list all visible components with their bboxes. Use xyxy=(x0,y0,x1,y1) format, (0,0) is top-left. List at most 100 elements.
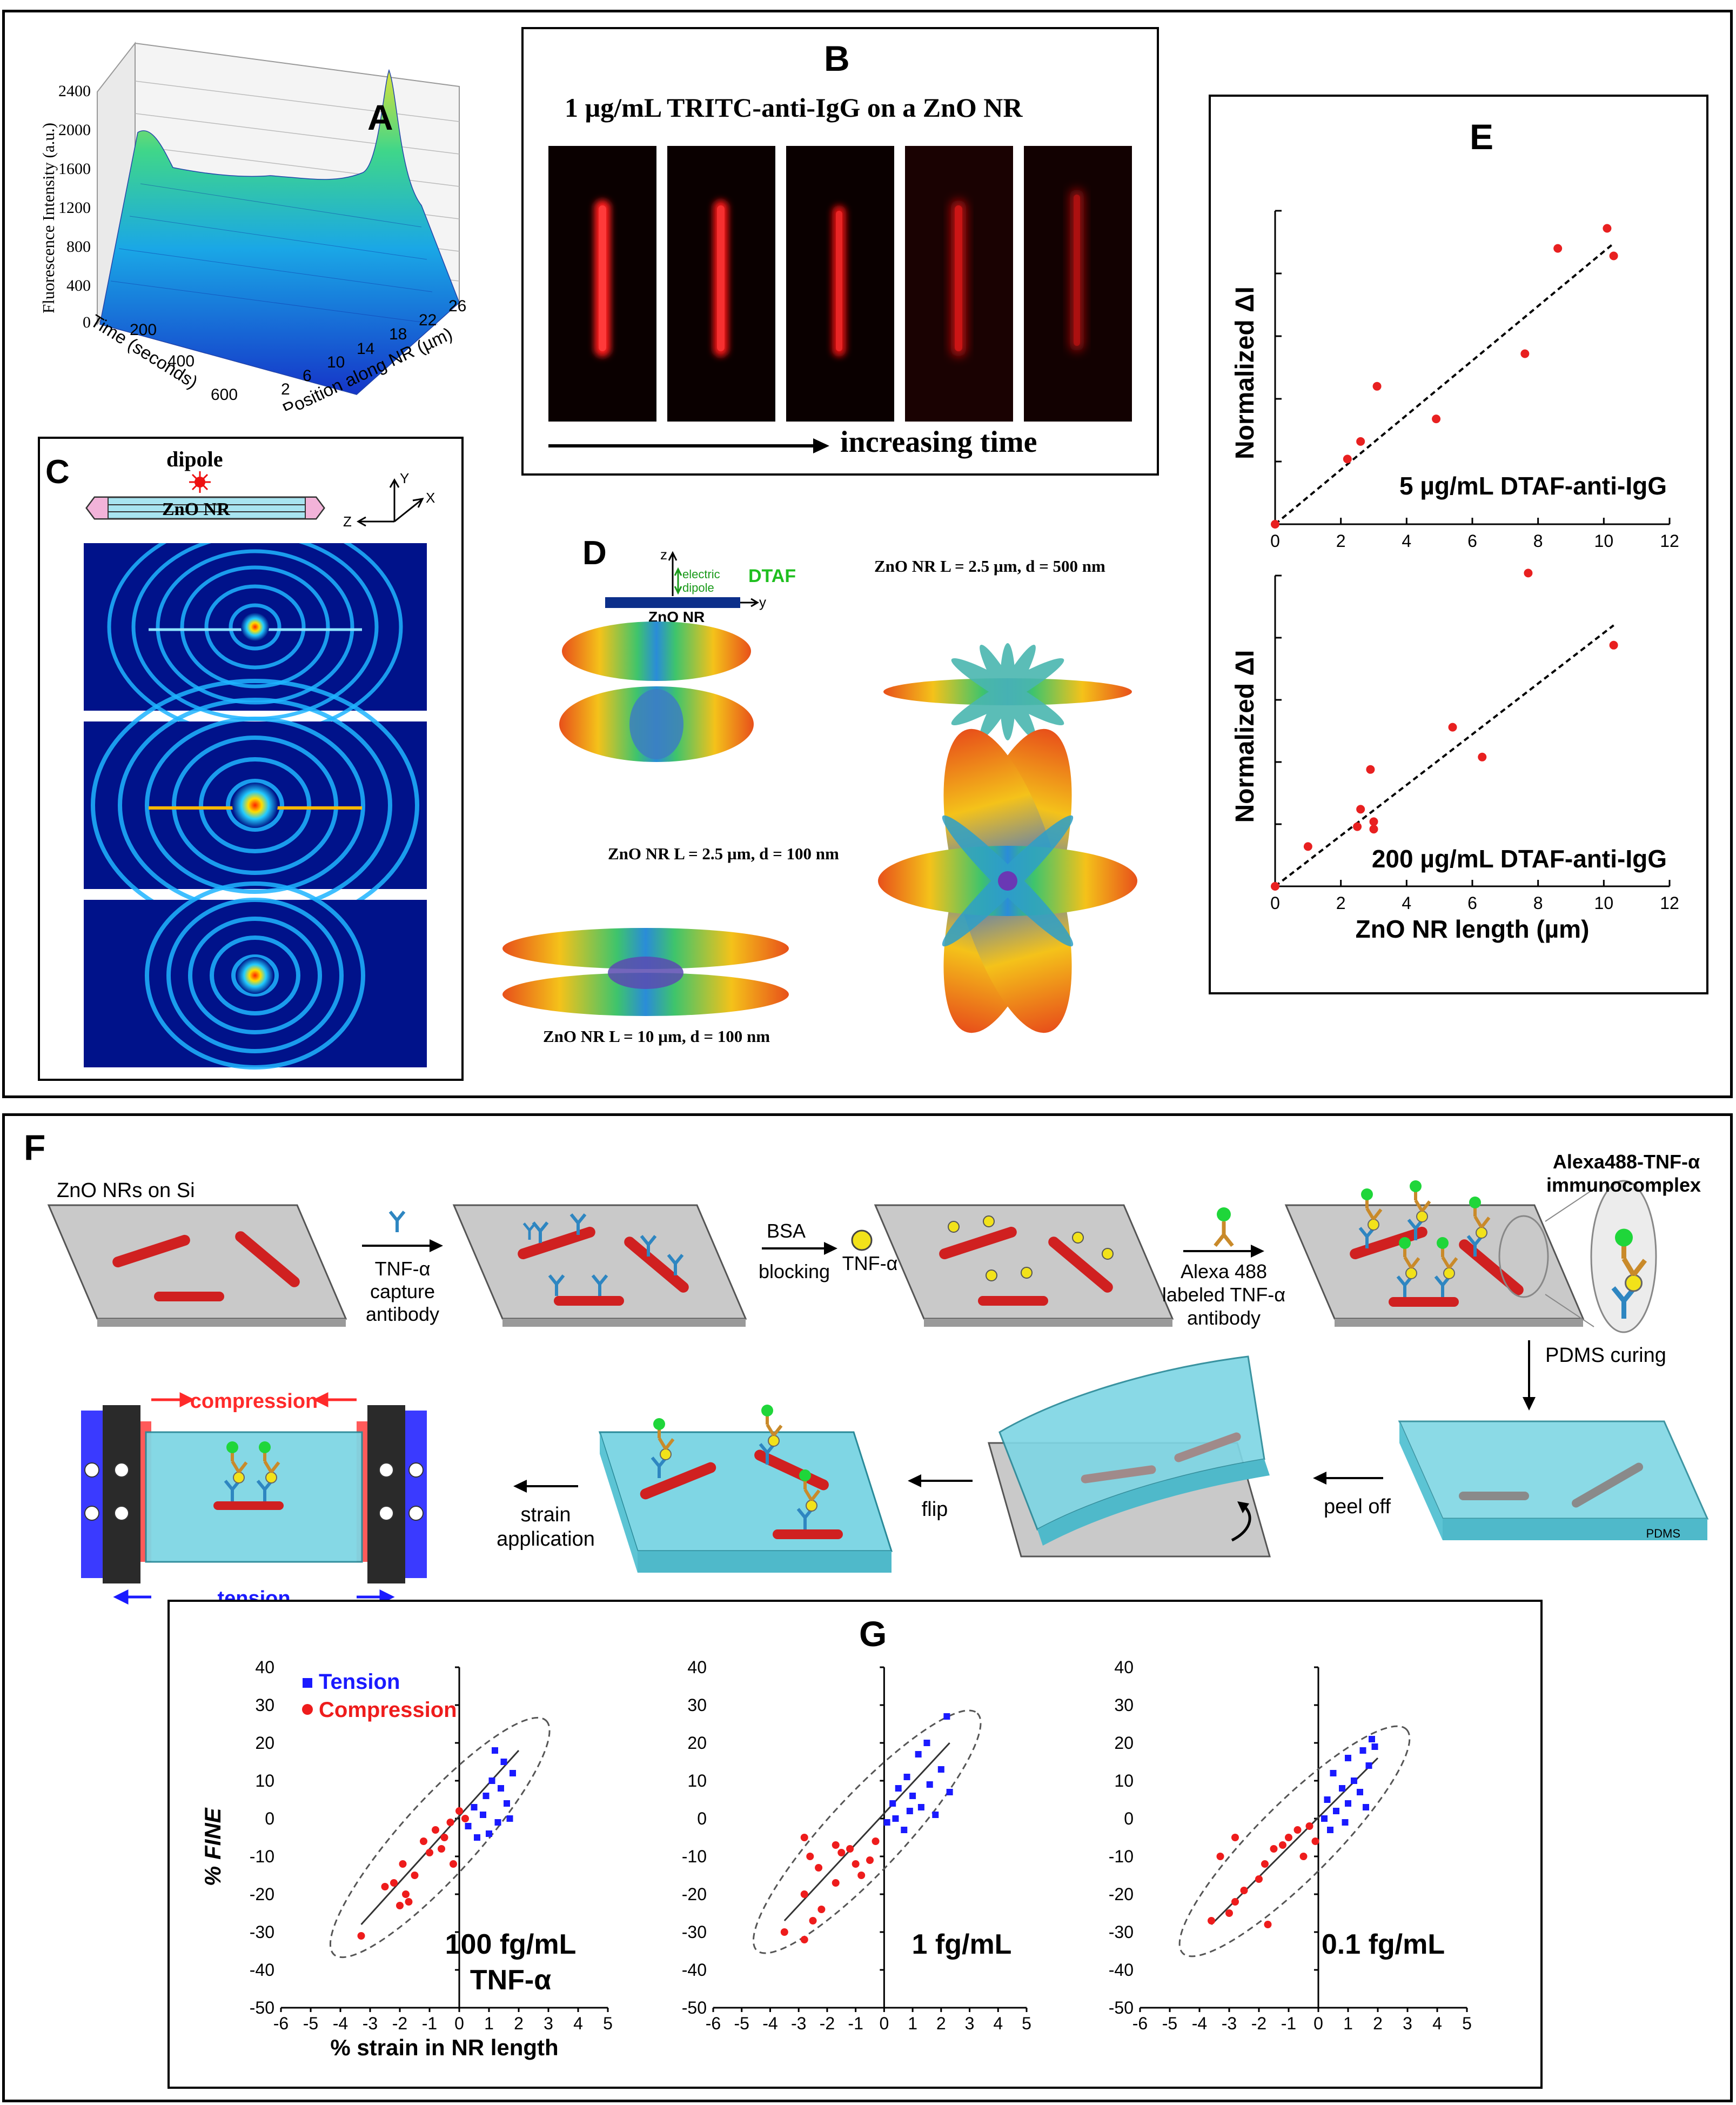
panel-c-field-maps xyxy=(84,543,427,1070)
g-tension-point xyxy=(915,1751,922,1757)
f-label-flip: flip xyxy=(922,1498,948,1521)
g-compression-point xyxy=(815,1864,823,1872)
g-compression-point xyxy=(809,1917,817,1924)
e-x-tick-label: 0 xyxy=(1270,531,1280,551)
g-y-tick-label: -30 xyxy=(250,1922,274,1942)
g-tension-point xyxy=(903,1774,910,1780)
g-compression-point xyxy=(411,1872,419,1879)
e-annotation: 5 µg/mL DTAF-anti-IgG xyxy=(1399,472,1667,500)
g-x-tick-label: -1 xyxy=(1281,2014,1296,2033)
panel-d-caption-bottom-left: ZnO NR L = 10 µm, d = 100 nm xyxy=(543,1027,770,1046)
g-compression-point xyxy=(396,1902,404,1909)
panel-a-pos-tick: 18 xyxy=(389,325,407,343)
g-x-tick-label: 5 xyxy=(1462,2014,1472,2033)
f-label-alexa-1: Alexa 488 xyxy=(1181,1260,1267,1282)
g-x-tick-label: 4 xyxy=(1432,2014,1442,2033)
f-label-pdms-curing: PDMS curing xyxy=(1545,1344,1666,1367)
e-data-point xyxy=(1369,825,1378,834)
f-label-start: ZnO NRs on Si xyxy=(57,1179,195,1202)
g-y-tick-label: -30 xyxy=(1109,1922,1134,1942)
panel-b-nanorod-images xyxy=(548,146,1132,422)
f-arrow-flip xyxy=(908,1474,973,1487)
g-compression-point xyxy=(440,1834,448,1841)
e-data-point xyxy=(1369,817,1378,826)
g-x-tick-label: 4 xyxy=(573,2014,583,2033)
g-y-tick-label: -40 xyxy=(1109,1960,1134,1980)
g-x-tick-label: -2 xyxy=(820,2014,835,2033)
f-label-tnf: TNF-α xyxy=(842,1252,898,1274)
e-fit-line xyxy=(1274,624,1614,887)
g-tension-point xyxy=(1363,1804,1369,1810)
g-legend-tension: Tension xyxy=(319,1670,400,1694)
g-compression-point xyxy=(1299,1853,1308,1860)
panel-a-pos-tick: 22 xyxy=(419,311,437,329)
f-label-strain-1: strain xyxy=(521,1503,571,1526)
g-x-tick-label: 3 xyxy=(544,2014,553,2033)
g-compression-point xyxy=(806,1853,814,1860)
panel-d-pattern-l2_5-d500 xyxy=(883,643,1132,740)
f-label-alexa-3: antibody xyxy=(1187,1307,1261,1329)
panel-c-dipole-label: dipole xyxy=(166,447,223,471)
f-step7-flipped xyxy=(598,1405,893,1573)
g-compression-point xyxy=(800,1834,808,1841)
f-label-compression: compression xyxy=(190,1390,318,1413)
g-compression-point xyxy=(390,1879,398,1887)
panel-d-schematic: z y electric dipole DTAF ZnO NR xyxy=(605,549,796,624)
e-x-tick-label: 0 xyxy=(1270,893,1280,913)
e-data-point xyxy=(1356,437,1365,446)
g-tension-point xyxy=(480,1812,486,1818)
g-x-tick-label: -1 xyxy=(422,2014,437,2033)
e-x-label: ZnO NR length (µm) xyxy=(1356,915,1590,943)
panel-d-letter: D xyxy=(582,534,607,572)
g-compression-point xyxy=(402,1890,410,1898)
panel-f-letter: F xyxy=(24,1127,46,1167)
g-tension-point xyxy=(504,1800,510,1807)
g-compression-point xyxy=(837,1849,846,1856)
f-step1-substrate xyxy=(47,1204,347,1327)
g-annotation: 100 fg/mL xyxy=(445,1929,577,1960)
e-data-point xyxy=(1609,251,1618,260)
g-x-tick-label: -6 xyxy=(1132,2014,1148,2033)
g-compression-point xyxy=(1311,1837,1319,1845)
f-label-peel-off: peel off xyxy=(1324,1495,1391,1518)
g-x-tick-label: 1 xyxy=(484,2014,494,2033)
e-x-tick-label: 2 xyxy=(1336,531,1346,551)
g-x-tick-label: -3 xyxy=(363,2014,378,2033)
g-y-tick-label: -50 xyxy=(1109,1998,1134,2017)
g-compression-point xyxy=(1208,1917,1215,1924)
e-data-point xyxy=(1609,640,1618,650)
g-x-tick-label: 0 xyxy=(1313,2014,1323,2033)
panel-d-pattern-l2_5-d500-3d xyxy=(878,729,1137,1033)
g-x-tick-label: -5 xyxy=(734,2014,749,2033)
g-y-tick-label: -20 xyxy=(1109,1885,1134,1904)
g-x-tick-label: -4 xyxy=(333,2014,348,2033)
e-x-tick-label: 10 xyxy=(1594,893,1614,913)
g-x-tick-label: -2 xyxy=(392,2014,407,2033)
e-data-point xyxy=(1366,765,1375,774)
e-x-tick-label: 10 xyxy=(1594,531,1614,551)
g-tension-point xyxy=(923,1740,930,1746)
panel-a-pos-tick: 2 xyxy=(281,380,290,398)
g-compression-point xyxy=(817,1906,826,1913)
g-tension-point xyxy=(498,1785,504,1792)
panel-d-caption-top-right: ZnO NR L = 2.5 µm, d = 500 nm xyxy=(874,557,1105,576)
panel-c-axis-x: X xyxy=(426,490,435,506)
g-y-tick-label: 0 xyxy=(1124,1809,1134,1828)
panel-a-pos-tick: 10 xyxy=(327,353,345,371)
g-y-tick-label: 10 xyxy=(255,1771,274,1790)
f-label-bsa-1: BSA xyxy=(767,1220,806,1242)
g-y-tick-label: 40 xyxy=(1114,1658,1134,1677)
g-tension-point xyxy=(937,1766,944,1773)
f-step3-substrate xyxy=(874,1204,1174,1327)
f-label-bsa-2: blocking xyxy=(759,1260,830,1282)
g-compression-point xyxy=(852,1860,860,1868)
panel-b-frame-1 xyxy=(548,146,656,422)
panel-a-z-tick: 1200 xyxy=(58,199,91,217)
e-x-tick-label: 6 xyxy=(1467,893,1477,913)
g-tension-point xyxy=(1342,1819,1349,1826)
g-tension-point xyxy=(883,1819,890,1826)
e-data-point xyxy=(1271,520,1279,529)
g-y-tick-label: -40 xyxy=(250,1960,274,1980)
panel-a-surface-plot: 2400 2000 1600 1200 800 400 0 Fluorescen… xyxy=(39,42,466,411)
